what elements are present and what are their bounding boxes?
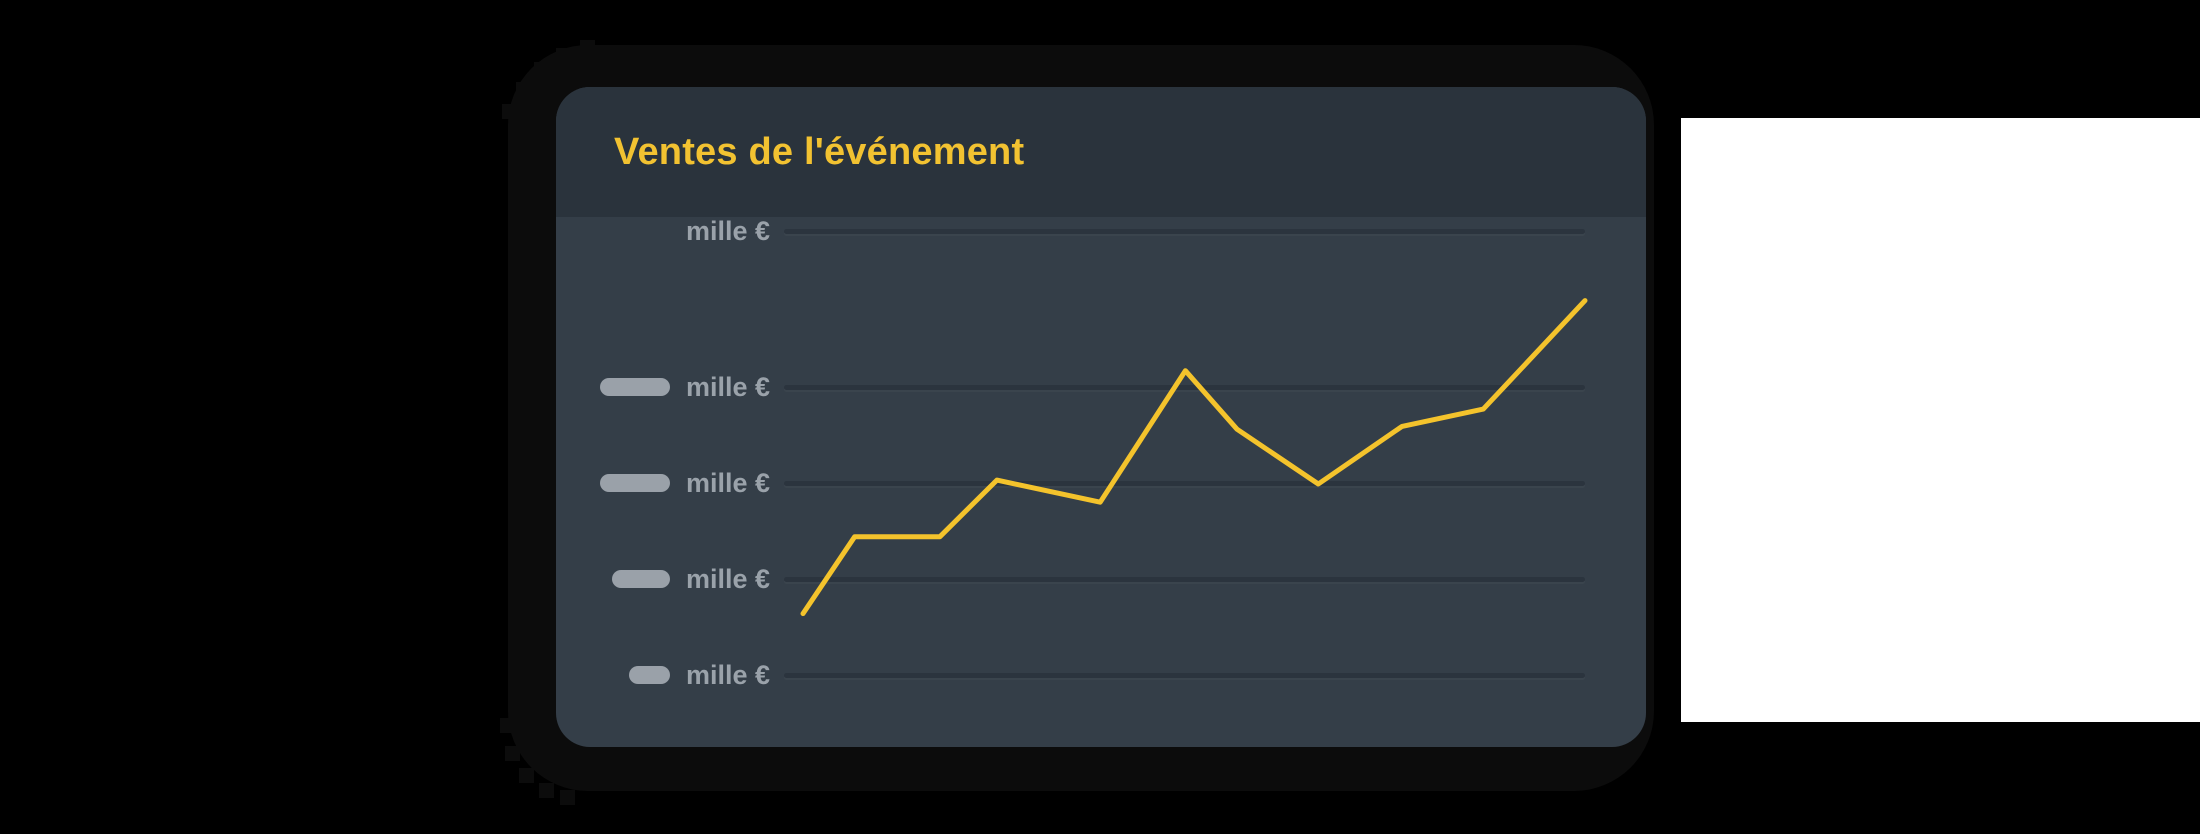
gridline: [784, 228, 1585, 234]
axis-pill-slot: [590, 666, 670, 684]
shadow-step: [580, 40, 595, 55]
shadow-step: [500, 718, 515, 733]
axis-row: mille €: [590, 469, 1585, 497]
gridline: [784, 384, 1585, 390]
shadow-step: [516, 82, 531, 97]
axis-row: mille €: [590, 565, 1585, 593]
axis-row: mille €: [590, 373, 1585, 401]
axis-tick-label: mille €: [686, 467, 771, 498]
shadow-step: [560, 790, 575, 805]
axis-tick-label: mille €: [686, 371, 771, 402]
axis-pill-slot: [590, 474, 670, 492]
axis-tick-label: mille €: [686, 659, 771, 690]
axis-tick-pill: [600, 474, 670, 492]
axis-tick-pill: [629, 666, 670, 684]
axis-tick-pill: [600, 378, 670, 396]
axis-pill-slot: [590, 222, 670, 240]
shadow-step: [505, 746, 520, 761]
shadow-step: [556, 48, 571, 63]
shadow-step: [519, 768, 534, 783]
gridline: [784, 672, 1585, 678]
shadow-step: [502, 104, 517, 119]
card-title: Ventes de l'événement: [614, 130, 1025, 173]
axis-pill-slot: [590, 570, 670, 588]
axis-pill-slot: [590, 378, 670, 396]
axis-row: mille €: [590, 661, 1585, 689]
background-panel: [1681, 118, 2200, 722]
card-header: Ventes de l'événement: [556, 87, 1646, 217]
shadow-step: [539, 783, 554, 798]
gridline: [784, 480, 1585, 486]
sales-line: [800, 298, 1588, 617]
shadow-step: [534, 62, 549, 77]
gridline: [784, 576, 1585, 582]
sales-card: Ventes de l'événement mille € mille € mi…: [556, 87, 1646, 747]
sales-line-chart: [800, 298, 1588, 617]
axis-tick-label: mille €: [686, 563, 771, 594]
axis-tick-label: mille €: [686, 215, 771, 246]
axis-row: mille €: [590, 217, 1585, 245]
axis-tick-pill: [612, 570, 670, 588]
